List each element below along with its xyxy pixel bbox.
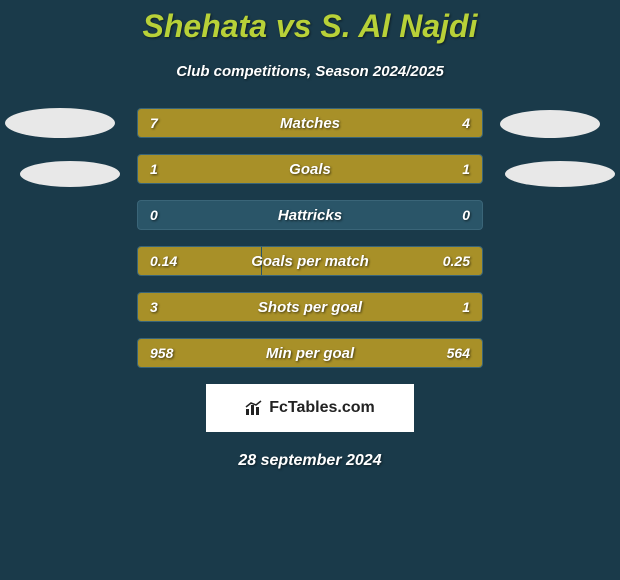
player-right-avatar-placeholder-2	[505, 161, 615, 187]
stat-label: Goals	[138, 155, 482, 183]
stat-label: Shots per goal	[138, 293, 482, 321]
stat-value-right: 0	[462, 201, 470, 229]
stat-value-right: 0.25	[443, 247, 470, 275]
stat-bar-row: 0Hattricks0	[137, 200, 483, 230]
stat-value-right: 1	[462, 293, 470, 321]
player-left-avatar-placeholder-2	[20, 161, 120, 187]
player-left-avatar-placeholder-1	[5, 108, 115, 138]
stat-label: Min per goal	[138, 339, 482, 367]
stat-bar-row: 0.14Goals per match0.25	[137, 246, 483, 276]
chart-icon	[245, 400, 265, 416]
logo-box: FcTables.com	[206, 384, 414, 432]
stat-bars-container: 7Matches41Goals10Hattricks00.14Goals per…	[137, 108, 483, 368]
stat-bar-row: 3Shots per goal1	[137, 292, 483, 322]
page-title: Shehata vs S. Al Najdi	[0, 0, 620, 45]
stat-value-right: 564	[447, 339, 470, 367]
logo-text: FcTables.com	[269, 399, 375, 417]
comparison-chart: 7Matches41Goals10Hattricks00.14Goals per…	[0, 108, 620, 470]
stat-label: Goals per match	[138, 247, 482, 275]
subtitle: Club competitions, Season 2024/2025	[0, 63, 620, 80]
date-label: 28 september 2024	[0, 452, 620, 470]
stat-bar-row: 7Matches4	[137, 108, 483, 138]
stat-bar-row: 958Min per goal564	[137, 338, 483, 368]
stat-value-right: 1	[462, 155, 470, 183]
stat-label: Hattricks	[138, 201, 482, 229]
stat-bar-row: 1Goals1	[137, 154, 483, 184]
player-right-avatar-placeholder-1	[500, 110, 600, 138]
stat-value-right: 4	[462, 109, 470, 137]
stat-label: Matches	[138, 109, 482, 137]
